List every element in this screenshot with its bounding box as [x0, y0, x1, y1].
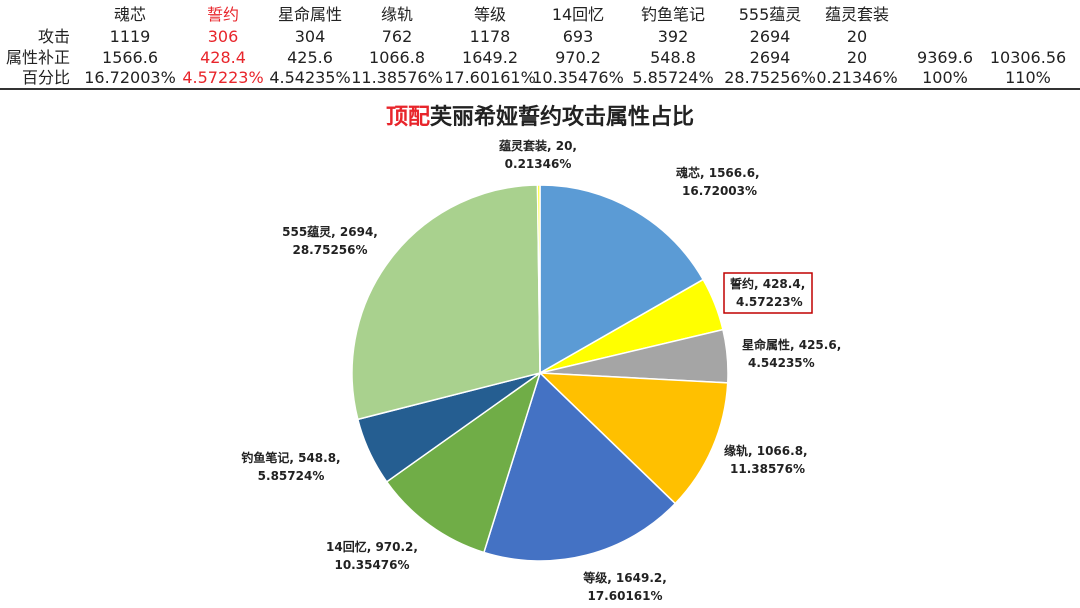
table-cell: 1566.6: [102, 48, 158, 67]
table-cell: 392: [657, 27, 689, 46]
slice-label: 星命属性, 425.6, 4.54235%: [742, 337, 841, 370]
column-header: 555蕴灵: [738, 5, 802, 24]
table-cell: 4.57223%: [182, 68, 264, 87]
table-cell: 4.54235%: [269, 68, 351, 87]
column-header: 星命属性: [277, 5, 343, 24]
table-divider: [0, 88, 1080, 90]
column-header: 缘轨: [380, 5, 414, 24]
row-label: 属性补正: [5, 48, 70, 67]
pie-slice: [385, 371, 542, 554]
row-label: 攻击: [37, 27, 70, 46]
column-header: 蕴灵套装: [824, 5, 890, 24]
slice-label: 钓鱼笔记, 548.8, 5.85724%: [241, 450, 340, 483]
chart-title-highlight: 顶配: [385, 105, 430, 130]
table-cell: 1178: [469, 27, 511, 46]
stats-table: 魂芯 誓约 星命属性 缘轨 等级 14回忆 钓鱼笔记 555蕴灵 蕴灵套装攻击 1119 306 30…: [0, 0, 1080, 92]
table-cell: 1649.2: [462, 48, 518, 67]
table-cell: 762: [381, 27, 413, 46]
pie-slice: [539, 184, 705, 375]
column-header: 魂芯: [113, 5, 147, 24]
table-cell: 0.21346%: [816, 68, 898, 87]
table-cell: 20: [846, 27, 868, 46]
table-cell: 2694: [749, 27, 791, 46]
table-total-cell: 10306.56: [989, 48, 1067, 67]
row-label: 百分比: [21, 68, 70, 87]
table-cell: 693: [562, 27, 594, 46]
pie-slice: [536, 184, 541, 374]
table-cell: 2694: [749, 48, 791, 67]
table-cell: 28.75256%: [724, 68, 816, 87]
table-cell: 304: [294, 27, 326, 46]
table-cell: 548.8: [650, 48, 696, 67]
table-cell: 428.4: [200, 48, 246, 67]
slice-label: 555蕴灵, 2694, 28.75256%: [282, 224, 378, 257]
column-header: 等级: [473, 5, 507, 24]
table-cell: 11.38576%: [351, 68, 443, 87]
slice-label: 缘轨, 1066.8, 11.38576%: [724, 443, 808, 476]
table-cell: 425.6: [287, 48, 333, 67]
slice-label: 14回忆, 970.2, 10.35476%: [326, 539, 418, 572]
pie-slice: [351, 184, 541, 421]
table-total-cell: 9369.6: [917, 48, 973, 67]
table-total-cell: 100%: [922, 68, 968, 87]
table-cell: 306: [207, 27, 239, 46]
table-cell: 16.72003%: [84, 68, 176, 87]
slice-label: 蕴灵套装, 20, 0.21346%: [499, 138, 577, 171]
slice-label: 魂芯, 1566.6, 16.72003%: [676, 165, 760, 198]
pie-slice: [482, 371, 677, 562]
table-cell: 5.85724%: [632, 68, 714, 87]
table-cell: 10.35476%: [532, 68, 624, 87]
column-header: 钓鱼笔记: [640, 5, 706, 24]
highlight-box: [723, 272, 813, 314]
table-cell: 1119: [109, 27, 151, 46]
column-header: 誓约: [206, 5, 240, 24]
slice-label: 等级, 1649.2, 17.60161%: [582, 570, 667, 603]
pie-slice: [538, 372, 729, 505]
column-header: 14回忆: [551, 5, 605, 24]
table-cell: 17.60161%: [444, 68, 536, 87]
table-cell: 20: [846, 48, 868, 67]
table-total-cell: 110%: [1005, 68, 1051, 87]
table-cell: 1066.8: [369, 48, 425, 67]
chart-title-text: 芙丽希娅誓约攻击属性占比: [430, 105, 695, 130]
slice-label: 誓约, 428.4, 4.57223%: [730, 276, 805, 309]
chart-title: 顶配芙丽希娅誓约攻击属性占比: [0, 104, 1080, 132]
table-cell: 970.2: [555, 48, 601, 67]
